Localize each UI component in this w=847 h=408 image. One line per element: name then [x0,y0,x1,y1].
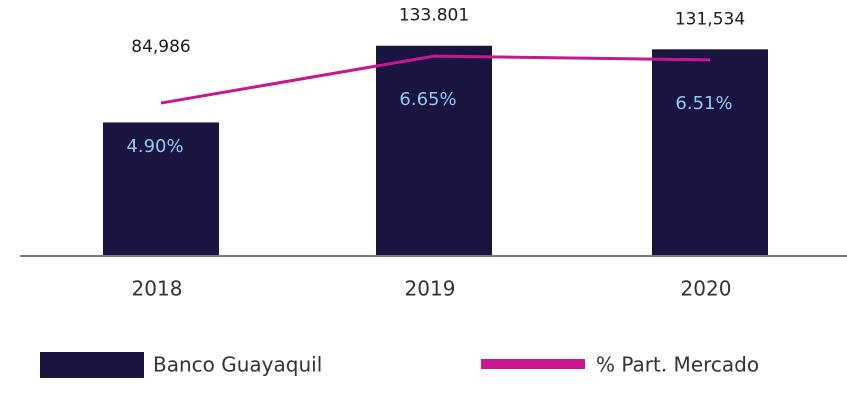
bar [376,45,492,256]
bar-value-label: 84,986 [131,37,190,57]
market-share-line [160,54,711,105]
line-value-label: 6.65% [399,89,456,110]
bar [652,49,768,257]
bar [103,122,219,257]
legend-swatch [481,359,585,369]
legend-label: Banco Guayaquil [153,353,322,377]
line-value-label: 6.51% [675,93,732,114]
line-value-label: 4.90% [126,136,183,157]
legend-label: % Part. Mercado [596,353,759,377]
x-tick-label: 2018 [132,277,183,301]
legend-swatch [40,352,144,378]
bar-value-label: 133.801 [399,6,469,26]
x-tick-label: 2019 [405,277,456,301]
x-tick-label: 2020 [681,277,732,301]
bar-value-label: 131,534 [675,9,745,29]
